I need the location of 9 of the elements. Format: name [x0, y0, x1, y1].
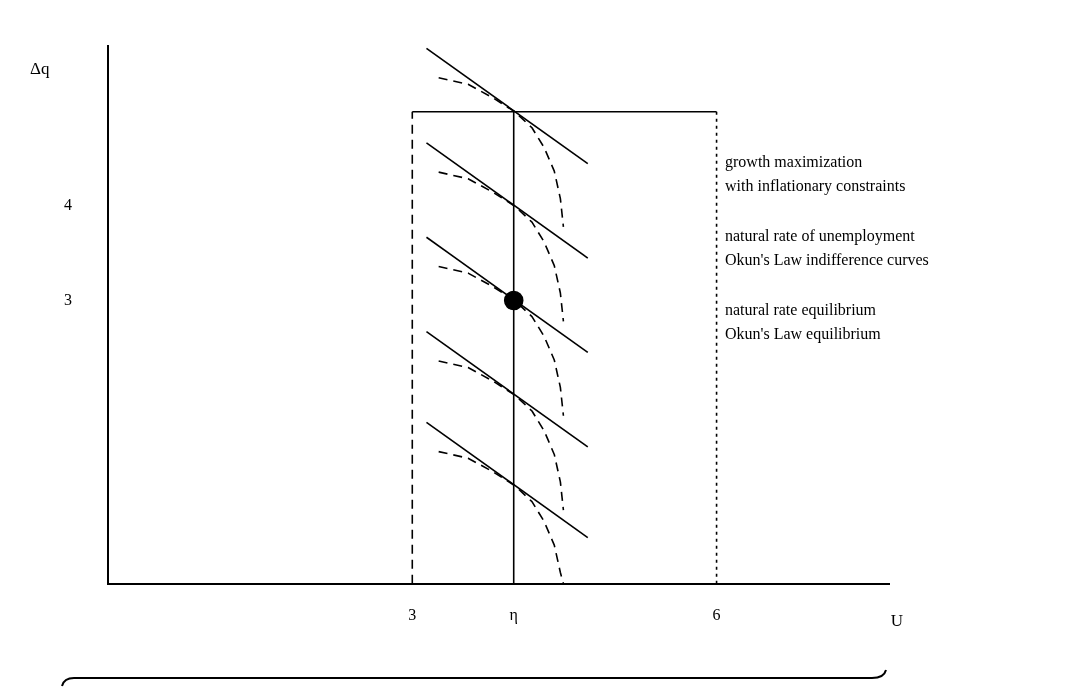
x-tick-label: 6	[712, 605, 721, 623]
annotation: growth maximization with inflationary constraints	[725, 153, 906, 196]
y-axis-title: Δq	[30, 59, 50, 79]
annotation: natural rate equilibrium Okun's Law equilibrium	[725, 301, 882, 344]
y-tick-label: 4	[64, 196, 72, 214]
x-tick-label: η	[509, 605, 518, 624]
x-axis-title: U	[890, 611, 904, 631]
annotation: natural rate of unemployment Okun's Law indifference curves	[725, 227, 929, 269]
x-tick-label: 3	[408, 605, 417, 623]
